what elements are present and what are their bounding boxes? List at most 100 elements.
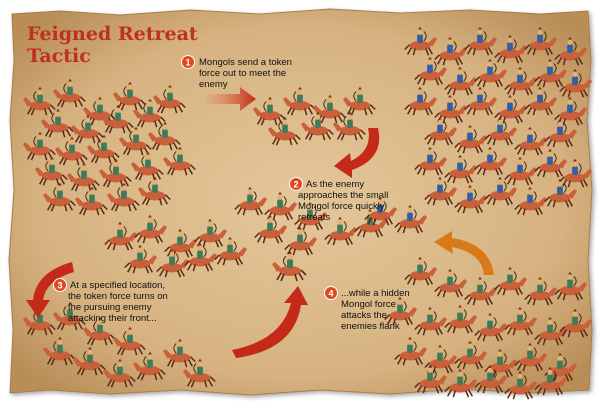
svg-text:At a specified location,: At a specified location, the token force…: [68, 280, 170, 324]
step-3-badge: [53, 278, 67, 292]
enemy-horseman: [434, 36, 468, 66]
enemy-horseman: [534, 58, 568, 88]
enemy-horseman: [424, 176, 458, 206]
mongol-hidden-horseman: [434, 268, 468, 298]
horsemen-layer: [22, 26, 593, 400]
step-2-line-2: approaches the small: [298, 190, 388, 201]
mongol-front-horseman: [72, 346, 106, 376]
mongol-hidden-horseman: [559, 308, 593, 338]
mongol-middle-horseman: [134, 214, 168, 244]
enemy-horseman: [474, 58, 508, 88]
mongol-main-horseman: [22, 86, 56, 116]
mongol-main-horseman: [152, 84, 186, 114]
mongol-front-horseman: [132, 351, 166, 381]
enemy-horseman: [494, 34, 528, 64]
mongol-pursuit-horseman: [272, 251, 307, 282]
step-2-line-1: As the enemy: [306, 179, 364, 190]
mongol-main-horseman: [54, 136, 88, 166]
mongol-hidden-horseman: [454, 340, 488, 370]
step-1-number: 1: [185, 58, 190, 68]
svg-text:...while a hidden Mongol: ...while a hidden Mongol force attacks t…: [341, 288, 412, 332]
arrow-step-2: [334, 128, 380, 178]
enemy-horseman: [494, 94, 528, 124]
arrow-step-3: [26, 262, 74, 318]
enemy-horseman: [404, 86, 438, 116]
mongol-middle-horseman: [194, 218, 228, 248]
mongol-main-horseman: [74, 186, 108, 216]
mongol-hidden-horseman: [444, 304, 478, 334]
enemy-horseman: [544, 118, 578, 148]
step-3-line-4: attacking their front...: [68, 313, 157, 324]
enemy-horseman: [474, 146, 508, 176]
mongol-main-horseman: [86, 134, 120, 164]
mongol-main-horseman: [34, 156, 68, 186]
mongol-main-horseman: [100, 104, 134, 134]
mongol-token-horseman: [252, 96, 286, 126]
mongol-retreating-horseman: [294, 201, 328, 231]
step-2: 2 As the enemy approaches the small Mong…: [289, 177, 388, 223]
mongol-token-horseman: [312, 94, 346, 124]
mongol-main-horseman: [147, 121, 181, 151]
enemy-horseman: [484, 116, 518, 146]
step-3-number: 3: [57, 281, 62, 291]
enemy-horseman: [414, 56, 448, 86]
mongol-retreating-horseman: [324, 216, 358, 246]
step-1-line-1: Mongols send a token: [199, 57, 292, 68]
mongol-main-horseman: [22, 131, 56, 161]
mongol-hidden-horseman: [504, 306, 538, 336]
mongol-hidden-horseman: [534, 366, 568, 396]
mongol-middle-horseman: [124, 244, 158, 274]
mongol-token-horseman: [332, 111, 366, 141]
enemy-horseman: [554, 36, 588, 66]
enemy-horseman: [544, 178, 578, 208]
step-1-badge: [181, 55, 195, 69]
arrow-step-4-curve: [232, 286, 308, 358]
mongol-main-horseman: [40, 108, 74, 138]
enemy-horseman: [534, 148, 568, 178]
step-2-line-4: retreats: [298, 212, 330, 223]
enemy-horseman: [524, 86, 558, 116]
step-4-line-4: enemies flank: [341, 321, 400, 332]
arrow-step-1: [206, 87, 256, 111]
mongol-hidden-horseman: [394, 336, 428, 366]
enemy-horseman: [559, 68, 593, 98]
mongol-main-horseman: [118, 126, 152, 156]
parchment-background: [8, 8, 593, 396]
mongol-hidden-horseman: [444, 368, 478, 398]
step-3-line-1: At a specified location,: [70, 280, 165, 291]
step-1: 1 Mongols send a token force out to meet…: [181, 55, 295, 90]
mongol-main-horseman: [130, 151, 164, 181]
step-4-badge: [324, 286, 338, 300]
step-3: 3 At a specified location, the token for…: [53, 278, 170, 324]
mongol-front-horseman: [102, 358, 136, 388]
arrow-step-4-flank: [434, 231, 494, 275]
mongol-middle-horseman: [214, 236, 248, 266]
step-4: 4 ...while a hidden Mongol force attacks…: [324, 286, 412, 332]
mongol-hidden-horseman: [504, 370, 538, 400]
enemy-horseman: [404, 26, 438, 56]
mongol-retreating-horseman: [234, 186, 268, 216]
enemy-horseman: [444, 154, 478, 184]
mongol-main-horseman: [106, 182, 140, 212]
mongol-hidden-horseman: [534, 316, 568, 346]
mongol-main-horseman: [42, 182, 76, 212]
mongol-hidden-horseman: [494, 266, 528, 296]
step-1-line-3: enemy: [199, 79, 228, 90]
enemy-horseman: [464, 86, 498, 116]
mongol-middle-horseman: [184, 242, 218, 272]
mongol-main-horseman: [66, 162, 100, 192]
enemy-horseman: [364, 196, 398, 226]
step-3-line-2: the token force turns on: [68, 291, 168, 302]
step-1-line-2: force out to meet the: [199, 68, 286, 79]
diagram-title-line-2: Tactic: [27, 45, 91, 67]
svg-text:Mongols send a token for: Mongols send a token force out to meet t…: [199, 57, 295, 90]
step-4-line-1: ...while a hidden: [341, 288, 410, 299]
mongol-front-horseman: [182, 358, 216, 388]
mongol-hidden-horseman: [524, 276, 558, 306]
enemy-horseman: [424, 116, 458, 146]
enemy-horseman: [484, 176, 518, 206]
mongol-front-horseman: [22, 306, 56, 336]
mongol-hidden-horseman: [464, 276, 498, 306]
